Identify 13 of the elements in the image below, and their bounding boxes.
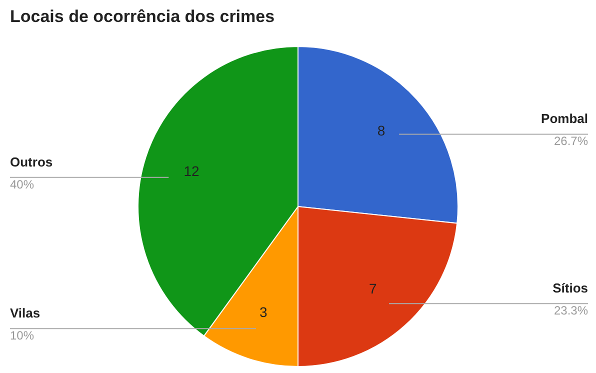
data-label: 12	[184, 162, 200, 179]
text: 23.3%	[554, 304, 588, 318]
chart-title: Locais de ocorrência dos crimes	[10, 7, 275, 26]
data-label: 3	[259, 304, 268, 320]
text: 40%	[10, 177, 34, 192]
text: 10%	[10, 328, 34, 343]
data-label: 8	[377, 122, 386, 139]
text: 26.7%	[554, 134, 588, 148]
data-label: 7	[369, 280, 378, 297]
slice-label: Vilas	[10, 306, 40, 321]
slice-label: Outros	[10, 154, 53, 170]
slice-label: Pombal	[541, 111, 588, 126]
slice-label: Sítios	[552, 280, 588, 296]
